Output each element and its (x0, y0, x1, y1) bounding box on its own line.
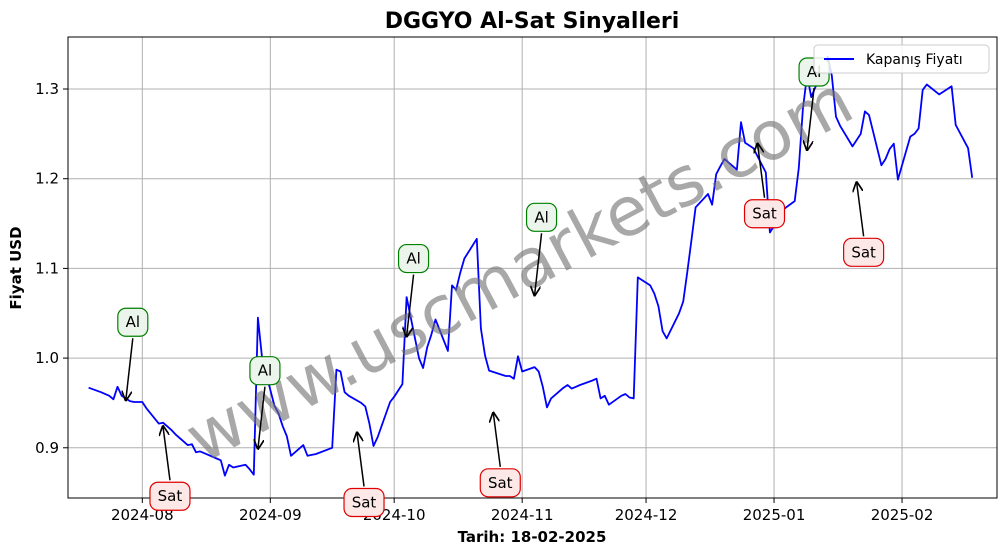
y-tick-label: 1.3 (35, 80, 59, 98)
signal-arrow (758, 144, 766, 198)
buy-signal-label: Al (534, 208, 548, 226)
buy-signal-box (525, 202, 558, 232)
buy-signal-box (249, 356, 281, 386)
sell-signal-box (743, 199, 786, 229)
x-tick-label: 2025-01 (743, 506, 806, 524)
buy-signal-label: Al (406, 250, 420, 268)
sell-signal-label: Sat (752, 205, 777, 223)
grid (68, 37, 997, 498)
signal-arrow (857, 182, 865, 237)
x-tick-label: 2024-09 (239, 506, 302, 524)
signal-arrow (126, 338, 134, 400)
sell-signal-box (479, 468, 521, 498)
plot-frame (67, 36, 998, 499)
y-tick-label: 1.0 (35, 349, 59, 367)
signal-arrow (258, 386, 266, 449)
legend-label: Kapanış Fiyatı (866, 52, 963, 68)
sell-signal-label: Sat (488, 474, 513, 492)
x-axis-label: Tarih: 18-02-2025 (458, 528, 607, 546)
signal-arrow (357, 433, 365, 487)
signal-arrow (163, 426, 171, 481)
watermark-text: www.uscmarkets.com (173, 61, 865, 479)
x-tick-label: 2024-11 (491, 506, 554, 524)
sell-signal-box (843, 237, 885, 267)
buy-signal-label: Al (258, 362, 272, 380)
x-tick-label: 2025-02 (871, 506, 934, 524)
buy-signal-box (397, 243, 430, 274)
buy-signal-box (117, 307, 149, 337)
y-axis-label: Fiyat USD (7, 226, 25, 309)
sell-signal-box (149, 481, 191, 511)
signal-arrow (493, 413, 502, 467)
buy-signal-label: Al (126, 313, 140, 331)
axis-ticks: 2024-08 2024-09 2024-10 2024-11 2024-12 2025-… (35, 80, 933, 524)
legend-box (813, 44, 990, 74)
chart-title: DGGYO Al-Sat Sinyalleri (385, 9, 680, 34)
signal-arrow (535, 233, 543, 295)
signal-arrow (807, 87, 815, 150)
sell-signal-label: Sat (851, 243, 876, 261)
sell-signal-label: Sat (352, 494, 377, 512)
signal-arrow (407, 274, 415, 337)
y-tick-label: 1.1 (35, 259, 59, 277)
sell-signal-label: Sat (158, 487, 183, 505)
legend: Kapanış Fiyatı (813, 44, 990, 74)
x-tick-label: 2024-12 (615, 506, 678, 524)
y-tick-label: 1.2 (35, 170, 59, 188)
sell-signal-box (343, 487, 385, 518)
y-tick-label: 0.9 (35, 439, 59, 457)
